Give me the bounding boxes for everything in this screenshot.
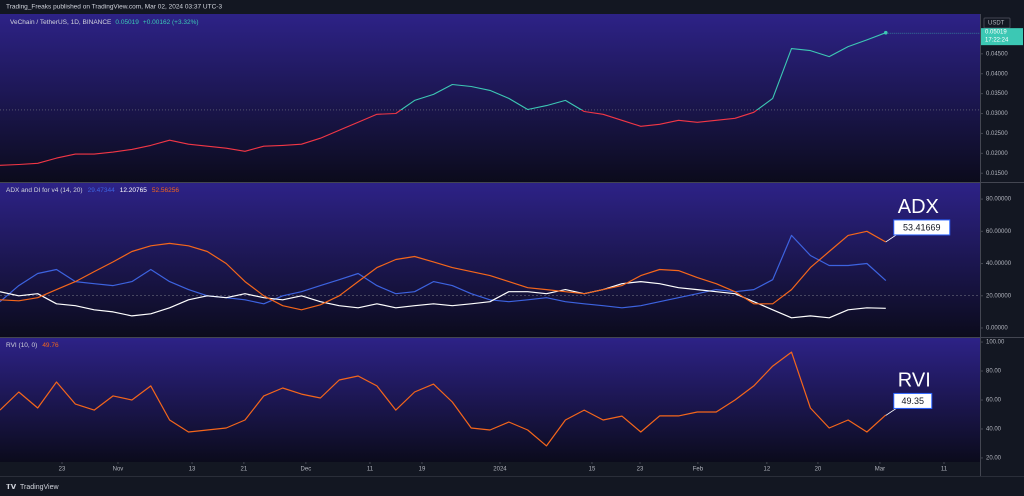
y-tick-label: 0.01500 bbox=[986, 171, 1008, 177]
pane-bg bbox=[0, 338, 980, 462]
legend-value: 52.56256 bbox=[152, 187, 179, 194]
x-tick-label: 21 bbox=[241, 467, 248, 473]
y-tick-label: 0.03000 bbox=[986, 111, 1008, 117]
y-tick-label: 0.02500 bbox=[986, 131, 1008, 137]
footer-brand: TradingView bbox=[20, 484, 59, 491]
y-tick-label: 20.00 bbox=[986, 456, 1002, 462]
legend-value: 12.20765 bbox=[120, 187, 147, 194]
last-point bbox=[883, 30, 888, 35]
legend-value: 29.47344 bbox=[88, 187, 115, 194]
legend-value: 0.05019 bbox=[115, 19, 139, 26]
y-tick-label: 0.04500 bbox=[986, 51, 1008, 57]
y-tick-label: 0.03500 bbox=[986, 91, 1008, 97]
x-tick-label: 19 bbox=[419, 467, 426, 473]
x-tick-label: 11 bbox=[367, 467, 374, 473]
currency: USDT bbox=[988, 21, 1005, 27]
x-tick-label: 23 bbox=[59, 467, 66, 473]
y-tick-label: 80.00 bbox=[986, 369, 1002, 375]
legend-title: RVI (10, 0) bbox=[6, 342, 37, 349]
x-tick-label: Nov bbox=[113, 467, 124, 473]
legend-value: 49.76 bbox=[42, 342, 59, 349]
countdown: 17:22:24 bbox=[985, 38, 1009, 44]
logo-mark: 𝗧𝗩 bbox=[6, 484, 17, 491]
y-tick-label: 80.00000 bbox=[986, 197, 1012, 203]
pane-bg bbox=[0, 183, 980, 337]
x-tick-label: 13 bbox=[189, 467, 196, 473]
annotation-title: RVI bbox=[898, 370, 931, 392]
pane-title: ADX and DI for v4 (14, 20) 29.47344 12.207… bbox=[6, 187, 179, 194]
line bbox=[0, 234, 887, 309]
header-text: Trading_Freaks published on TradingView.… bbox=[6, 4, 222, 11]
pane-title: VeChain / TetherUS, 1D, BINANCE 0.05019 +0… bbox=[10, 19, 199, 26]
x-tick-label: Feb bbox=[693, 467, 704, 473]
y-tick-label: 60.00000 bbox=[986, 229, 1012, 235]
legend-title: ADX and DI for v4 (14, 20) bbox=[6, 187, 83, 194]
currency-box bbox=[983, 17, 1011, 29]
x-tick-label: Dec bbox=[301, 467, 312, 473]
x-tick-label: 2024 bbox=[493, 467, 507, 473]
x-tick-label: 15 bbox=[589, 467, 596, 473]
price-tag bbox=[981, 28, 1023, 46]
line bbox=[0, 281, 886, 319]
price-tag-value: 0.05019 bbox=[985, 30, 1007, 36]
line bbox=[0, 230, 887, 311]
legend-value: +0.00162 (+3.32%) bbox=[143, 19, 199, 26]
pane-title: RVI (10, 0) 49.76 bbox=[6, 342, 59, 349]
y-tick-label: 60.00 bbox=[986, 398, 1002, 404]
y-tick-label: 0.04000 bbox=[986, 71, 1008, 77]
y-tick-label: 0.00000 bbox=[986, 326, 1008, 332]
y-tick-label: 0.02000 bbox=[986, 151, 1008, 157]
annotation-value: 53.41669 bbox=[903, 222, 941, 232]
x-tick-label: 12 bbox=[764, 467, 771, 473]
y-tick-label: 40.00000 bbox=[986, 261, 1012, 267]
x-tick-label: 11 bbox=[941, 467, 948, 473]
annotation-value: 49.35 bbox=[902, 396, 925, 406]
x-tick-label: 20 bbox=[815, 467, 822, 473]
annotation-box bbox=[893, 392, 933, 409]
y-tick-label: 100.00 bbox=[986, 340, 1005, 346]
annotation-box bbox=[893, 219, 951, 236]
pane-bg bbox=[0, 14, 980, 182]
x-tick-label: 23 bbox=[637, 467, 644, 473]
y-tick-label: 20.00000 bbox=[986, 293, 1012, 299]
line bbox=[0, 351, 887, 447]
legend-value: VeChain / TetherUS, 1D, BINANCE bbox=[10, 19, 112, 26]
y-tick-label: 40.00 bbox=[986, 427, 1002, 433]
annotation-title: ADX bbox=[898, 196, 939, 218]
line bbox=[0, 32, 886, 166]
x-tick-label: Mar bbox=[875, 467, 885, 473]
